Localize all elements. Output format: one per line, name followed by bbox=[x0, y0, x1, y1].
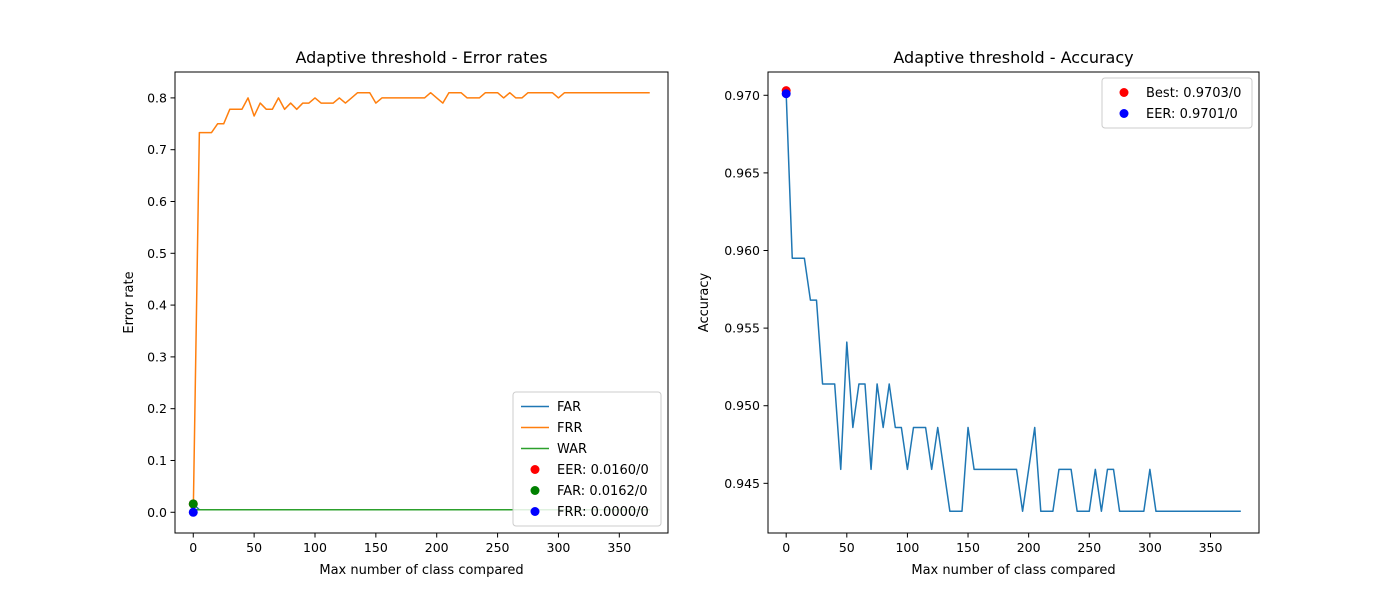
legend-box bbox=[512, 391, 662, 527]
x-tick-label: 350 bbox=[607, 540, 631, 555]
x-tick-label: 200 bbox=[1017, 540, 1041, 555]
legend-label: Best: 0.9703/0 bbox=[1146, 86, 1241, 101]
y-tick-label: 0.8 bbox=[147, 90, 167, 105]
legend-marker-swatch bbox=[1119, 88, 1129, 97]
legend-marker-swatch bbox=[1119, 109, 1129, 118]
legend-label: WAR bbox=[557, 442, 587, 457]
y-tick-label: 0.4 bbox=[147, 298, 167, 313]
y-tick-label: 0.955 bbox=[724, 321, 760, 336]
y-axis-label: Accuracy bbox=[697, 273, 712, 333]
legend: FAR FRR WAR EER: 0.0160/0 FAR: 0.0162/0 FRR: … bbox=[512, 391, 662, 527]
axes-frame bbox=[767, 71, 1260, 534]
y-tick-label: 0.970 bbox=[724, 88, 760, 103]
x-axis-label: Max number of class compared bbox=[319, 563, 523, 578]
x-tick-label: 350 bbox=[1199, 540, 1223, 555]
y-tick-label: 0.6 bbox=[147, 194, 167, 209]
legend-marker-swatch bbox=[530, 486, 540, 495]
y-tick-label: 0.965 bbox=[724, 165, 760, 180]
y-tick-label: 0.945 bbox=[724, 476, 760, 491]
legend-label: FRR: 0.0000/0 bbox=[557, 505, 649, 520]
x-tick-label: 100 bbox=[895, 540, 919, 555]
x-tick-label: 100 bbox=[303, 540, 327, 555]
x-tick-label: 0 bbox=[782, 540, 790, 555]
data-point-marker-1 bbox=[781, 89, 791, 99]
x-tick-label: 150 bbox=[364, 540, 388, 555]
data-point-marker-2 bbox=[188, 507, 198, 517]
y-tick-label: 0.7 bbox=[147, 142, 167, 157]
x-tick-label: 50 bbox=[246, 540, 262, 555]
legend-box bbox=[1101, 77, 1253, 129]
legend-label: FRR bbox=[557, 421, 583, 436]
legend-label: FAR: 0.0162/0 bbox=[557, 484, 647, 499]
legend-label: EER: 0.9701/0 bbox=[1146, 107, 1238, 122]
data-point-marker-1 bbox=[188, 499, 198, 509]
error-rates-chart: 0 50 100 150 200 250 300 350 0.0 0.1 0.2 0.3 0.4 0.5 0… bbox=[122, 48, 669, 578]
axes-frame bbox=[174, 71, 669, 534]
y-tick-label: 0.3 bbox=[147, 349, 167, 364]
x-tick-label: 300 bbox=[547, 540, 571, 555]
legend-label: FAR bbox=[557, 400, 581, 415]
y-tick-label: 0.2 bbox=[147, 401, 167, 416]
series-line-frr bbox=[192, 91, 650, 513]
legend-marker-swatch bbox=[530, 507, 540, 516]
legend-label: EER: 0.0160/0 bbox=[557, 463, 649, 478]
y-tick-label: 0.5 bbox=[147, 246, 167, 261]
legend: Best: 0.9703/0 EER: 0.9701/0 bbox=[1101, 77, 1253, 129]
x-tick-label: 300 bbox=[1138, 540, 1162, 555]
y-axis-label: Error rate bbox=[122, 271, 137, 333]
y-tick-label: 0.950 bbox=[724, 398, 760, 413]
x-axis-label: Max number of class compared bbox=[911, 563, 1115, 578]
y-tick-label: 0.0 bbox=[147, 505, 167, 520]
x-tick-label: 150 bbox=[956, 540, 980, 555]
x-tick-label: 200 bbox=[425, 540, 449, 555]
x-tick-label: 50 bbox=[839, 540, 855, 555]
chart-title: Adaptive threshold - Error rates bbox=[295, 48, 547, 67]
y-tick-label: 0.1 bbox=[147, 453, 167, 468]
series-line-accuracy bbox=[785, 93, 1241, 513]
accuracy-chart: 0 50 100 150 200 250 300 350 0.945 0.950 0.955 0.96… bbox=[697, 48, 1260, 578]
legend-marker-swatch bbox=[530, 465, 540, 474]
x-tick-label: 0 bbox=[189, 540, 197, 555]
chart-title: Adaptive threshold - Accuracy bbox=[893, 48, 1133, 67]
x-tick-label: 250 bbox=[1077, 540, 1101, 555]
x-tick-label: 250 bbox=[486, 540, 510, 555]
y-tick-label: 0.960 bbox=[724, 243, 760, 258]
